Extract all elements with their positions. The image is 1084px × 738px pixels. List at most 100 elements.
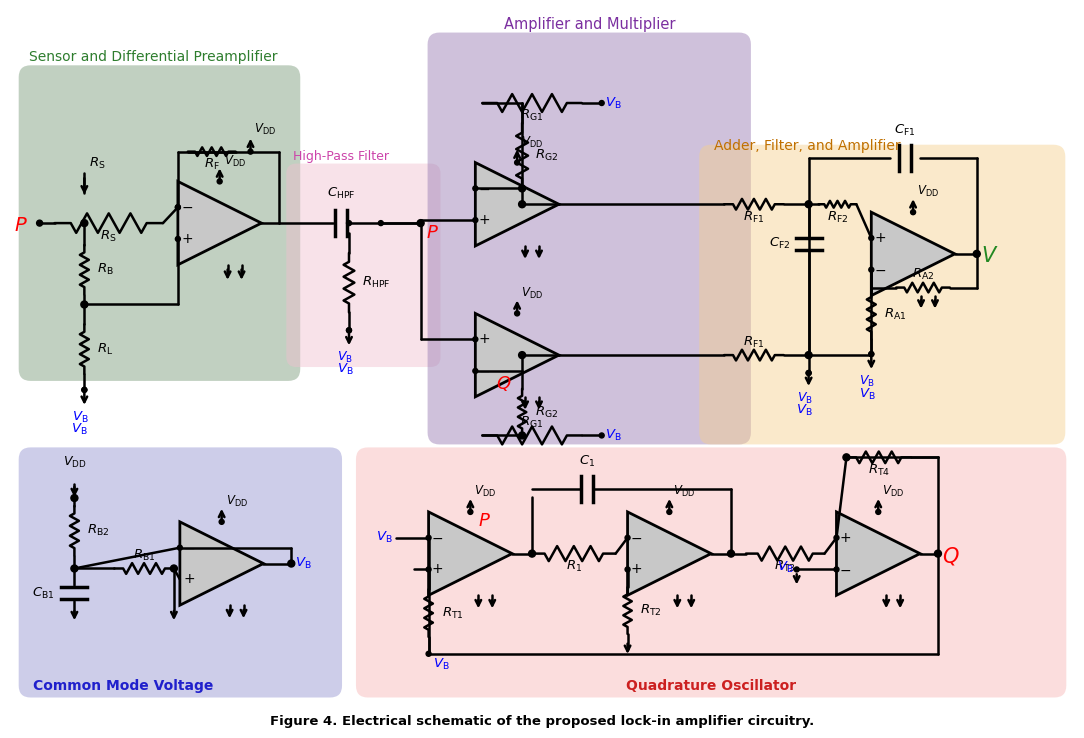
Text: $-$: $-$ [839, 562, 852, 576]
Circle shape [417, 220, 424, 227]
Circle shape [378, 221, 384, 226]
Circle shape [529, 550, 535, 557]
Circle shape [667, 509, 672, 514]
Text: $Q$: $Q$ [496, 374, 512, 393]
Text: $+$: $+$ [839, 531, 852, 545]
FancyBboxPatch shape [356, 447, 1067, 697]
Text: $P$: $P$ [14, 215, 28, 235]
Circle shape [473, 186, 478, 191]
Text: $+$: $+$ [874, 231, 887, 245]
Text: Figure 4. Electrical schematic of the proposed lock-in amplifier circuitry.: Figure 4. Electrical schematic of the pr… [270, 715, 814, 728]
Polygon shape [628, 512, 711, 596]
Polygon shape [180, 522, 263, 605]
Text: $R_{\rm B2}$: $R_{\rm B2}$ [88, 523, 109, 538]
Text: $R_{\rm T1}$: $R_{\rm T1}$ [441, 606, 463, 621]
Text: $R_{\rm G1}$: $R_{\rm G1}$ [520, 415, 544, 430]
Text: $R_{\rm T4}$: $R_{\rm T4}$ [867, 463, 890, 477]
Text: $V_{\rm B}$: $V_{\rm B}$ [777, 560, 793, 575]
Text: $R_{\rm B}$: $R_{\rm B}$ [98, 262, 114, 277]
Text: $R_{\rm S}$: $R_{\rm S}$ [89, 156, 106, 171]
Circle shape [217, 179, 222, 184]
Circle shape [599, 100, 604, 106]
Circle shape [911, 210, 916, 215]
Text: $P$: $P$ [478, 512, 491, 530]
Circle shape [176, 204, 180, 210]
Text: $V_{\rm B}$: $V_{\rm B}$ [433, 657, 449, 672]
Text: $C_{\rm HPF}$: $C_{\rm HPF}$ [326, 186, 356, 201]
Text: $-$: $-$ [183, 541, 195, 555]
Circle shape [176, 204, 180, 210]
Text: $C_{\rm 1}$: $C_{\rm 1}$ [579, 454, 595, 469]
Text: $V_{\rm DD}$: $V_{\rm DD}$ [521, 286, 543, 300]
Polygon shape [178, 182, 261, 265]
Text: $+$: $+$ [181, 232, 193, 246]
Text: $C_{\rm B1}$: $C_{\rm B1}$ [31, 586, 54, 601]
Polygon shape [428, 512, 512, 596]
Circle shape [868, 351, 874, 356]
Text: Adder, Filter, and Amplifier: Adder, Filter, and Amplifier [714, 139, 901, 153]
FancyBboxPatch shape [286, 164, 440, 367]
Circle shape [518, 201, 526, 207]
Text: Sensor and Differential Preamplifier: Sensor and Differential Preamplifier [28, 50, 278, 64]
Text: $V_{\rm DD}$: $V_{\rm DD}$ [475, 484, 496, 499]
Text: $V_{\rm DD}$: $V_{\rm DD}$ [673, 484, 696, 499]
Circle shape [288, 560, 295, 567]
Text: $-$: $-$ [874, 263, 887, 277]
Circle shape [868, 351, 874, 356]
Circle shape [515, 160, 519, 165]
Circle shape [219, 520, 224, 524]
Circle shape [518, 432, 526, 439]
Text: $-$: $-$ [431, 531, 443, 545]
Circle shape [795, 567, 799, 572]
Circle shape [81, 301, 88, 308]
Text: $V_{\rm B}$: $V_{\rm B}$ [72, 421, 88, 437]
Text: $V_{\rm B}$: $V_{\rm B}$ [295, 556, 312, 571]
Circle shape [82, 387, 87, 393]
FancyBboxPatch shape [18, 447, 343, 697]
Text: $V_{\rm DD}$: $V_{\rm DD}$ [225, 494, 248, 509]
Circle shape [347, 328, 351, 333]
Text: $V_{\rm DD}$: $V_{\rm DD}$ [255, 122, 276, 137]
Circle shape [599, 433, 604, 438]
Circle shape [347, 221, 351, 226]
Circle shape [178, 545, 182, 550]
Text: $P$: $P$ [426, 224, 438, 242]
Text: $+$: $+$ [631, 562, 643, 576]
Text: $R_{\rm F2}$: $R_{\rm F2}$ [827, 210, 848, 224]
Text: $R_{\rm G2}$: $R_{\rm G2}$ [535, 404, 558, 420]
Text: $R_{\rm G2}$: $R_{\rm G2}$ [535, 148, 558, 163]
Text: $+$: $+$ [431, 562, 443, 576]
Circle shape [82, 387, 87, 393]
Text: $R_{\rm A1}$: $R_{\rm A1}$ [885, 307, 907, 322]
Circle shape [37, 220, 42, 226]
Polygon shape [837, 512, 920, 596]
Circle shape [518, 185, 526, 192]
Text: $R_{\rm G1}$: $R_{\rm G1}$ [520, 108, 544, 123]
Text: Common Mode Voltage: Common Mode Voltage [33, 678, 212, 692]
Text: $V_{\rm B}$: $V_{\rm B}$ [72, 410, 89, 425]
Circle shape [426, 652, 431, 656]
Circle shape [973, 250, 980, 258]
Text: $V_{\rm DD}$: $V_{\rm DD}$ [521, 134, 543, 150]
Circle shape [468, 509, 473, 514]
Circle shape [876, 509, 881, 514]
Circle shape [473, 368, 478, 373]
Text: $V_{\rm B}$: $V_{\rm B}$ [376, 530, 392, 545]
Text: $C_{\rm F2}$: $C_{\rm F2}$ [770, 236, 790, 252]
Circle shape [70, 565, 78, 572]
Circle shape [727, 550, 735, 557]
Text: $V_{\rm DD}$: $V_{\rm DD}$ [882, 484, 904, 499]
Text: $R_{\rm A2}$: $R_{\rm A2}$ [912, 267, 934, 282]
Circle shape [426, 567, 431, 572]
Text: $V_{\rm DD}$: $V_{\rm DD}$ [63, 455, 87, 470]
Text: $V_{\rm B}$: $V_{\rm B}$ [797, 403, 813, 418]
Circle shape [347, 328, 351, 333]
Text: $V_{\rm B}$: $V_{\rm B}$ [605, 428, 621, 443]
Circle shape [473, 218, 478, 223]
FancyBboxPatch shape [699, 145, 1066, 444]
Polygon shape [476, 162, 559, 246]
Circle shape [625, 535, 630, 540]
Text: $V_{\rm B}$: $V_{\rm B}$ [797, 391, 813, 406]
Circle shape [473, 337, 478, 342]
Text: $-$: $-$ [631, 531, 643, 545]
